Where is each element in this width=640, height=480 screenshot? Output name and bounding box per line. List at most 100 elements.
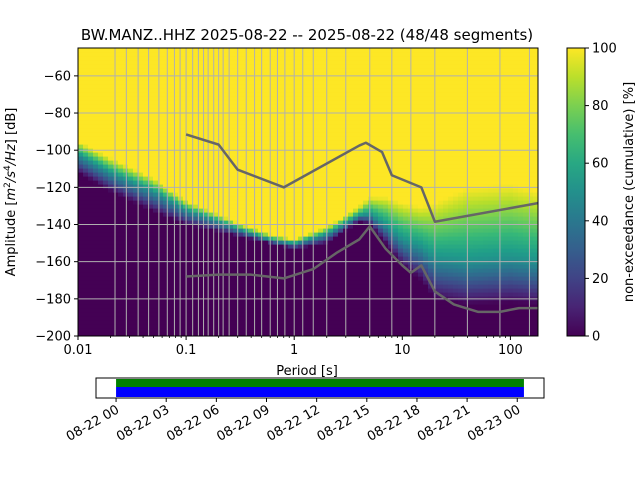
heatmap-cell [223, 232, 229, 237]
heatmap-cell [418, 176, 424, 181]
heatmap-cell [203, 172, 209, 177]
heatmap-cell [258, 76, 264, 81]
heatmap-cell [323, 328, 329, 333]
heatmap-cell [103, 272, 109, 277]
heatmap-cell [298, 172, 304, 177]
heatmap-cell [323, 260, 329, 265]
heatmap-cell [363, 224, 369, 229]
heatmap-cell [293, 52, 299, 57]
heatmap-cell [228, 156, 234, 161]
heatmap-cell [308, 288, 314, 293]
heatmap-cell [128, 324, 134, 329]
heatmap-cell [148, 140, 154, 145]
heatmap-cell [228, 168, 234, 173]
heatmap-cell [388, 216, 394, 221]
heatmap-cell [323, 124, 329, 129]
heatmap-cell [128, 72, 134, 77]
heatmap-cell [248, 300, 254, 305]
heatmap-cell [173, 180, 179, 185]
heatmap-cell [178, 204, 184, 209]
heatmap-cell [208, 244, 214, 249]
heatmap-cell [123, 140, 129, 145]
heatmap-cell [128, 300, 134, 305]
heatmap-cell [388, 72, 394, 77]
heatmap-cell [153, 140, 159, 145]
heatmap-cell [138, 304, 144, 309]
heatmap-cell [173, 52, 179, 57]
heatmap-cell [403, 160, 409, 165]
heatmap-cell [298, 60, 304, 65]
heatmap-cell [413, 196, 419, 201]
heatmap-cell [303, 260, 309, 265]
heatmap-cell [383, 132, 389, 137]
heatmap-cell [228, 220, 234, 225]
heatmap-cell [108, 156, 114, 161]
heatmap-cell [398, 312, 404, 317]
heatmap-cell [188, 200, 194, 205]
heatmap-cell [153, 92, 159, 97]
heatmap-cell [388, 68, 394, 73]
heatmap-cell [253, 208, 259, 213]
heatmap-cell [143, 196, 149, 201]
heatmap-cell [158, 96, 164, 101]
heatmap-cell [348, 328, 354, 333]
heatmap-cell [98, 96, 104, 101]
heatmap-cell [393, 192, 399, 197]
heatmap-cell [388, 60, 394, 65]
heatmap-cell [163, 228, 169, 233]
heatmap-cell [378, 128, 384, 133]
heatmap-cell [308, 316, 314, 321]
heatmap-cell [383, 152, 389, 157]
heatmap-cell [318, 48, 324, 53]
heatmap-cell [313, 284, 319, 289]
heatmap-cell [323, 224, 329, 229]
heatmap-cell [103, 76, 109, 81]
heatmap-cell [148, 80, 154, 85]
heatmap-cell [413, 260, 419, 265]
heatmap-cell [328, 128, 334, 133]
heatmap-cell [213, 228, 219, 233]
heatmap-cell [413, 324, 419, 329]
heatmap-cell [158, 192, 164, 197]
heatmap-cell [233, 112, 239, 117]
heatmap-cell [363, 92, 369, 97]
heatmap-cell [133, 268, 139, 273]
heatmap-cell [143, 60, 149, 65]
heatmap-cell [293, 280, 299, 285]
heatmap-cell [203, 156, 209, 161]
heatmap-cell [258, 144, 264, 149]
heatmap-cell [173, 92, 179, 97]
heatmap-cell [228, 60, 234, 65]
heatmap-cell [118, 184, 124, 189]
heatmap-cell [88, 288, 94, 293]
heatmap-cell [108, 212, 114, 217]
heatmap-cell [88, 212, 94, 217]
heatmap-cell [203, 52, 209, 57]
heatmap-cell [283, 296, 289, 301]
heatmap-cell [258, 160, 264, 165]
heatmap-cell [173, 236, 179, 241]
heatmap-cell [333, 288, 339, 293]
heatmap-cell [138, 296, 144, 301]
heatmap-cell [153, 268, 159, 273]
heatmap-cell [78, 96, 84, 101]
heatmap-cell [323, 152, 329, 157]
heatmap-cell [358, 72, 364, 77]
heatmap-cell [268, 292, 274, 297]
heatmap-cell [418, 248, 424, 253]
heatmap-cell [238, 88, 244, 93]
heatmap-cell [103, 220, 109, 225]
heatmap-cell [258, 240, 264, 245]
heatmap-cell [168, 88, 174, 93]
heatmap-cell [78, 124, 84, 129]
heatmap-cell [338, 60, 344, 65]
heatmap-cell [253, 108, 259, 113]
heatmap-cell [148, 116, 154, 121]
heatmap-cell [78, 80, 84, 85]
heatmap-cell [303, 324, 309, 329]
heatmap-cell [83, 228, 89, 233]
heatmap-cell [193, 164, 199, 169]
heatmap-cell [148, 280, 154, 285]
heatmap-cell [328, 200, 334, 205]
heatmap-cell [208, 264, 214, 269]
